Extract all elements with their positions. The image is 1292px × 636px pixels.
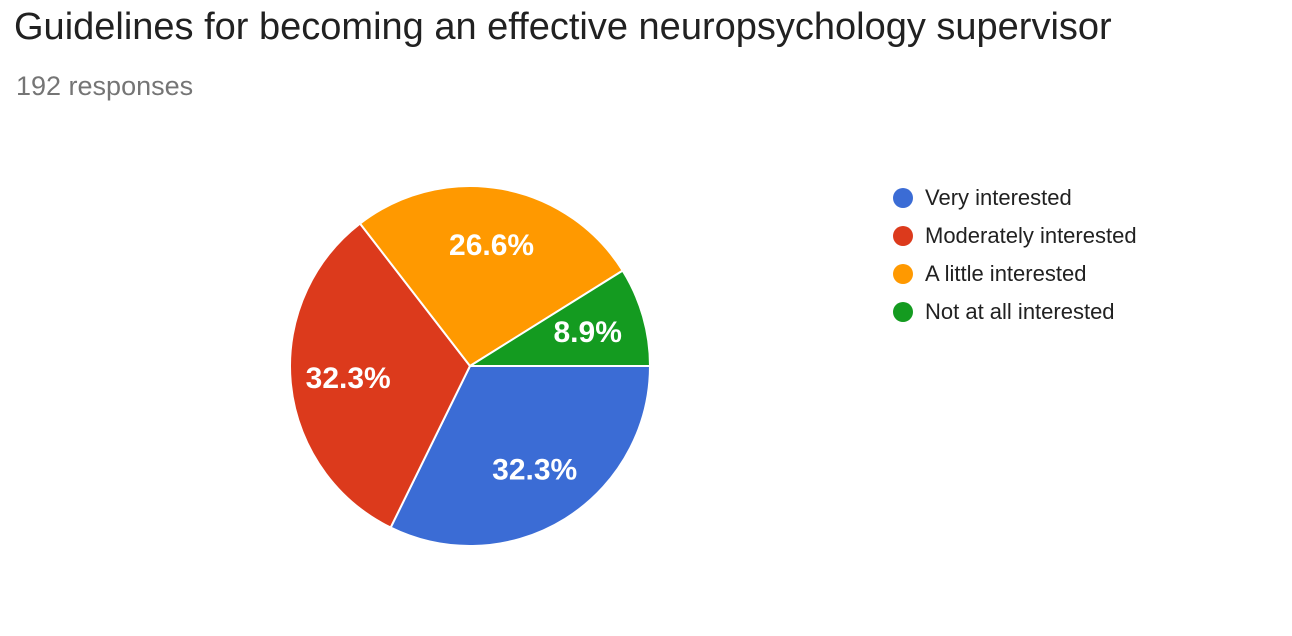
legend-color-dot	[893, 302, 913, 322]
response-count: 192 responses	[16, 71, 194, 101]
pie-slice-0[interactable]	[389, 365, 651, 547]
question-title: Guidelines for becoming an effective neu…	[14, 6, 1112, 48]
pie-chart: 32.3% 32.3% 26.6% 8.9%	[289, 185, 651, 547]
legend-label: Very interested	[925, 185, 1072, 210]
legend-color-dot	[893, 226, 913, 246]
pie-slice-2[interactable]	[358, 185, 624, 367]
pie-slice-3[interactable]	[469, 269, 651, 367]
pie-chart-svg: 32.3%32.3%26.6%8.9%	[289, 185, 651, 547]
legend-label: Not at all interested	[925, 299, 1115, 324]
legend-color-dot	[893, 264, 913, 284]
legend-label: Moderately interested	[925, 223, 1137, 248]
legend-item: Not at all interested	[893, 293, 1137, 331]
legend-item: Very interested	[893, 179, 1137, 217]
legend-item: Moderately interested	[893, 217, 1137, 255]
pie-slice-1[interactable]	[289, 222, 471, 529]
chart-legend: Very interested Moderately interested A li…	[893, 179, 1137, 331]
legend-label: A little interested	[925, 261, 1087, 286]
legend-color-dot	[893, 188, 913, 208]
legend-item: A little interested	[893, 255, 1137, 293]
